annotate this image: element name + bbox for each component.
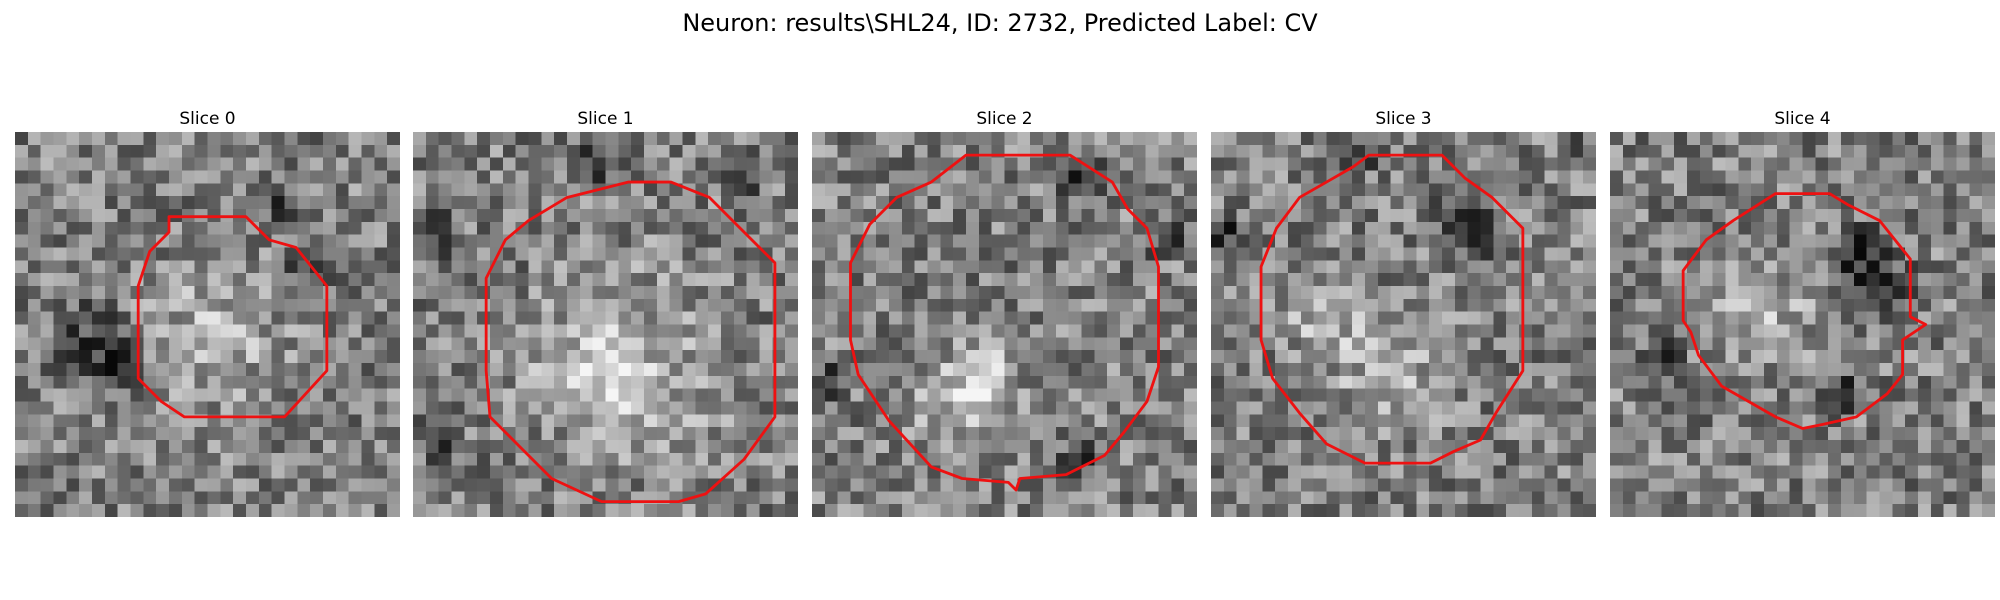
slice-image-3 <box>1211 132 1596 517</box>
slice-title-4: Slice 4 <box>1774 109 1831 129</box>
roi-contour-1 <box>484 180 777 504</box>
slice-title-2: Slice 2 <box>976 109 1033 129</box>
slice-pixels-2 <box>812 132 1197 517</box>
slice-image-1 <box>413 132 798 517</box>
slice-pixels-1 <box>413 132 798 517</box>
figure-title: Neuron: results\SHL24, ID: 2732, Predict… <box>682 9 1318 37</box>
roi-contour-0 <box>136 215 329 419</box>
roi-contour-2 <box>849 153 1160 492</box>
slice-image-2 <box>812 132 1197 517</box>
slice-title-1: Slice 1 <box>577 109 634 129</box>
slice-title-3: Slice 3 <box>1375 109 1432 129</box>
slice-title-0: Slice 0 <box>179 109 236 129</box>
roi-contour-4 <box>1681 192 1928 430</box>
slice-pixels-4 <box>1610 132 1995 517</box>
roi-contour-3 <box>1259 153 1525 465</box>
slice-image-0 <box>15 132 400 517</box>
slice-image-4 <box>1610 132 1995 517</box>
slice-pixels-0 <box>15 132 400 517</box>
slice-pixels-3 <box>1211 132 1596 517</box>
